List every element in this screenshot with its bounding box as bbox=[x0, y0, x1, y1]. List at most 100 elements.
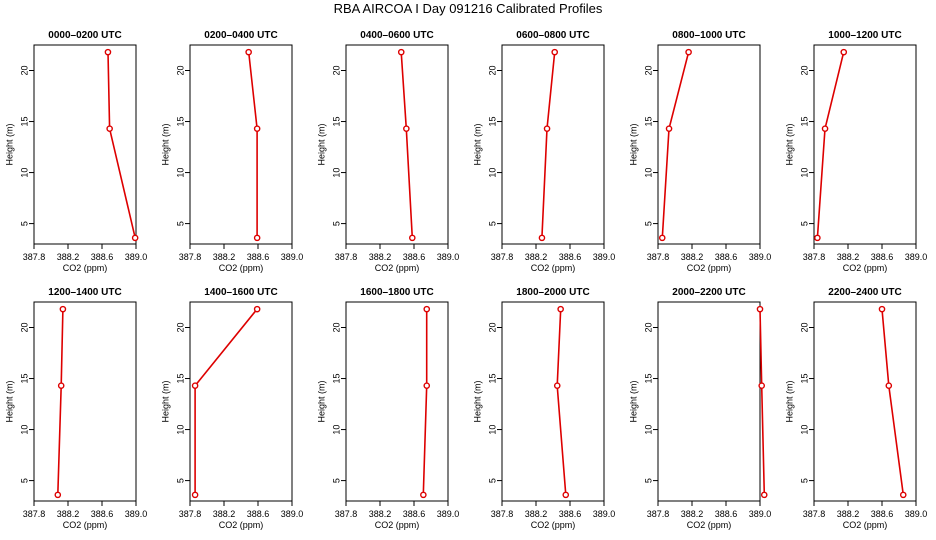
panel-7: 1400–1600 UTC 387.8 388.2 388.6 389.0 5 10 15 20… bbox=[160, 287, 303, 530]
y-axis-label: Height (m) bbox=[160, 123, 170, 165]
panel-title: 0000–0200 UTC bbox=[48, 30, 121, 41]
panel-5: 1000–1200 UTC 387.8 388.2 388.6 389.0 5 10 15 20… bbox=[784, 30, 927, 273]
panel-title: 1000–1200 UTC bbox=[828, 30, 901, 41]
x-axis-label: CO2 (ppm) bbox=[63, 520, 108, 530]
x-tick-label: 387.8 bbox=[491, 509, 514, 519]
data-point bbox=[551, 48, 559, 56]
x-tick-label: 388.2 bbox=[57, 509, 80, 519]
x-axis-label: CO2 (ppm) bbox=[63, 263, 108, 273]
x-tick-label: 388.2 bbox=[837, 252, 860, 262]
x-tick-label: 389.0 bbox=[125, 509, 148, 519]
y-tick-label: 10 bbox=[331, 425, 341, 435]
data-point bbox=[543, 125, 551, 132]
plot-frame bbox=[345, 301, 449, 502]
x-axis-label: CO2 (ppm) bbox=[375, 520, 420, 530]
x-tick-label: 387.8 bbox=[179, 252, 202, 262]
x-tick-label: 387.8 bbox=[803, 252, 826, 262]
x-axis-label: CO2 (ppm) bbox=[687, 520, 732, 530]
y-tick-label: 15 bbox=[487, 374, 497, 384]
data-point bbox=[253, 234, 261, 242]
y-tick-label: 20 bbox=[175, 323, 185, 333]
x-tick-label: 388.2 bbox=[213, 509, 236, 519]
y-tick-label: 10 bbox=[643, 425, 653, 435]
series-line bbox=[661, 51, 690, 238]
data-point bbox=[899, 491, 907, 499]
data-point bbox=[658, 234, 666, 242]
y-tick-label: 10 bbox=[487, 425, 497, 435]
y-tick-label: 5 bbox=[331, 221, 341, 226]
x-tick-label: 389.0 bbox=[281, 509, 304, 519]
data-point bbox=[397, 48, 405, 56]
data-point bbox=[191, 491, 199, 499]
plot-frame bbox=[813, 301, 917, 502]
series-line bbox=[759, 309, 766, 495]
panel-title: 0200–0400 UTC bbox=[204, 30, 277, 41]
x-axis-label: CO2 (ppm) bbox=[531, 520, 576, 530]
x-tick-label: 388.6 bbox=[871, 252, 894, 262]
series-line bbox=[247, 52, 258, 238]
panel-11: 2200–2400 UTC 387.8 388.2 388.6 389.0 5 10 15 20… bbox=[784, 287, 927, 530]
y-tick-label: 5 bbox=[487, 221, 497, 226]
panel-title: 0400–0600 UTC bbox=[360, 30, 433, 41]
x-tick-label: 389.0 bbox=[905, 509, 928, 519]
x-tick-label: 387.8 bbox=[491, 252, 514, 262]
data-point bbox=[665, 125, 673, 132]
panel-6: 1200–1400 UTC 387.8 388.2 388.6 389.0 5 10 15 20… bbox=[4, 287, 147, 530]
x-tick-label: 389.0 bbox=[437, 252, 460, 262]
x-tick-label: 387.8 bbox=[803, 509, 826, 519]
y-tick-label: 5 bbox=[175, 221, 185, 226]
y-axis-label: Height (m) bbox=[316, 380, 326, 422]
y-tick-label: 20 bbox=[331, 66, 341, 76]
y-tick-label: 15 bbox=[331, 374, 341, 384]
figure-title: RBA AIRCOA I Day 091216 Calibrated Profi… bbox=[333, 1, 603, 16]
y-tick-label: 10 bbox=[175, 425, 185, 435]
y-tick-label: 15 bbox=[799, 117, 809, 127]
x-tick-label: 388.6 bbox=[91, 509, 114, 519]
data-point bbox=[878, 305, 886, 313]
y-tick-label: 5 bbox=[643, 221, 653, 226]
x-tick-label: 388.6 bbox=[91, 252, 114, 262]
panel-8: 1600–1800 UTC 387.8 388.2 388.6 389.0 5 10 15 20… bbox=[316, 287, 459, 530]
plot-frame bbox=[189, 301, 293, 502]
plot-frame bbox=[813, 44, 917, 245]
x-tick-label: 388.2 bbox=[213, 252, 236, 262]
x-tick-label: 389.0 bbox=[281, 252, 304, 262]
data-point bbox=[562, 491, 570, 499]
y-axis-label: Height (m) bbox=[784, 123, 794, 165]
x-axis-label: CO2 (ppm) bbox=[219, 263, 264, 273]
x-tick-label: 388.2 bbox=[837, 509, 860, 519]
data-point bbox=[245, 48, 252, 56]
data-point bbox=[408, 234, 416, 242]
x-tick-label: 387.8 bbox=[23, 252, 46, 262]
series-line bbox=[107, 52, 136, 239]
plot-frame bbox=[657, 44, 761, 245]
plot-frame bbox=[189, 44, 293, 245]
y-tick-label: 10 bbox=[19, 168, 29, 178]
x-tick-label: 389.0 bbox=[593, 252, 616, 262]
y-tick-label: 20 bbox=[19, 323, 29, 333]
y-axis-label: Height (m) bbox=[472, 123, 482, 165]
x-tick-label: 388.2 bbox=[369, 509, 392, 519]
data-point bbox=[423, 382, 431, 389]
panel-title: 0600–0800 UTC bbox=[516, 30, 589, 41]
y-tick-label: 10 bbox=[643, 168, 653, 178]
y-tick-label: 15 bbox=[487, 117, 497, 127]
y-tick-label: 15 bbox=[331, 117, 341, 127]
x-axis-label: CO2 (ppm) bbox=[687, 263, 732, 273]
plot-frame bbox=[33, 44, 137, 245]
y-tick-label: 20 bbox=[331, 323, 341, 333]
y-tick-label: 10 bbox=[799, 168, 809, 178]
x-tick-label: 388.2 bbox=[525, 252, 548, 262]
x-tick-label: 387.8 bbox=[335, 509, 358, 519]
plot-frame bbox=[657, 301, 761, 502]
panel-3: 0600–0800 UTC 387.8 388.2 388.6 389.0 5 10 15 20… bbox=[472, 30, 615, 273]
data-point bbox=[557, 305, 564, 313]
panel-title: 1400–1600 UTC bbox=[204, 287, 277, 298]
y-tick-label: 15 bbox=[175, 374, 185, 384]
y-tick-label: 20 bbox=[487, 66, 497, 76]
x-tick-label: 388.6 bbox=[715, 252, 738, 262]
data-point bbox=[685, 48, 692, 56]
x-tick-label: 388.2 bbox=[681, 252, 704, 262]
y-tick-label: 15 bbox=[19, 374, 29, 384]
